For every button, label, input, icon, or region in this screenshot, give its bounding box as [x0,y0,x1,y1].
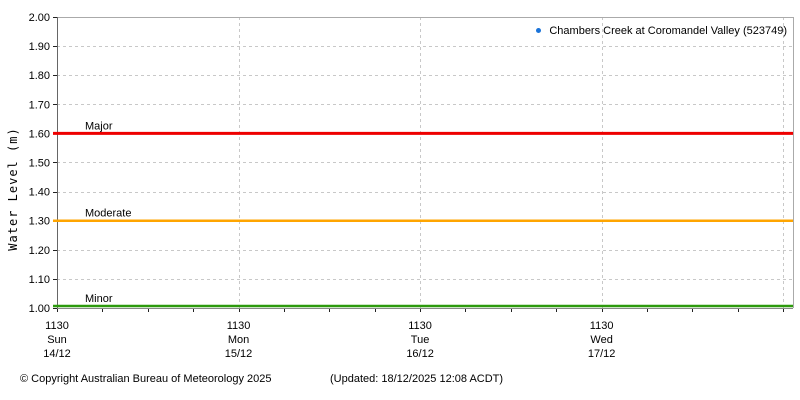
copyright-text: © Copyright Australian Bureau of Meteoro… [20,373,272,385]
y-tick-label: 1.80 [29,70,50,82]
updated-text: (Updated: 18/12/2025 12:08 ACDT) [330,373,504,385]
y-tick-label: 1.40 [29,187,50,199]
legend-marker-dot [536,28,542,33]
x-tick-date: 15/12 [225,348,253,360]
y-tick-label: 1.50 [29,158,50,170]
x-tick-day: Sun [47,334,67,346]
y-tick-label: 2.00 [29,12,50,24]
x-tick-date: 14/12 [43,348,71,360]
x-tick-day: Mon [228,334,249,346]
x-tick-time: 1130 [227,320,251,332]
x-tick-date: 16/12 [406,348,434,360]
y-tick-label: 1.00 [29,303,50,315]
y-tick-label: 1.20 [29,245,50,257]
x-tick-day: Tue [411,334,430,346]
y-tick-label: 1.10 [29,274,50,286]
x-tick-day: Wed [590,334,612,346]
y-tick-label: 1.60 [29,128,50,140]
x-tick-time: 1130 [590,320,614,332]
x-tick-time: 1130 [45,320,69,332]
x-tick-date: 17/12 [588,348,616,360]
flood-level-label-moderate: Moderate [85,208,131,220]
legend: Chambers Creek at Coromandel Valley (523… [536,24,787,37]
flood-level-label-minor: Minor [85,293,113,305]
x-tick-time: 1130 [408,320,432,332]
y-tick-label: 1.70 [29,99,50,111]
y-tick-label: 1.30 [29,216,50,228]
legend-series-label: Chambers Creek at Coromandel Valley (523… [549,24,787,37]
flood-level-label-major: Major [85,120,113,132]
y-axis-title: Water Level (m) [6,127,20,251]
y-tick-label: 1.90 [29,41,50,53]
